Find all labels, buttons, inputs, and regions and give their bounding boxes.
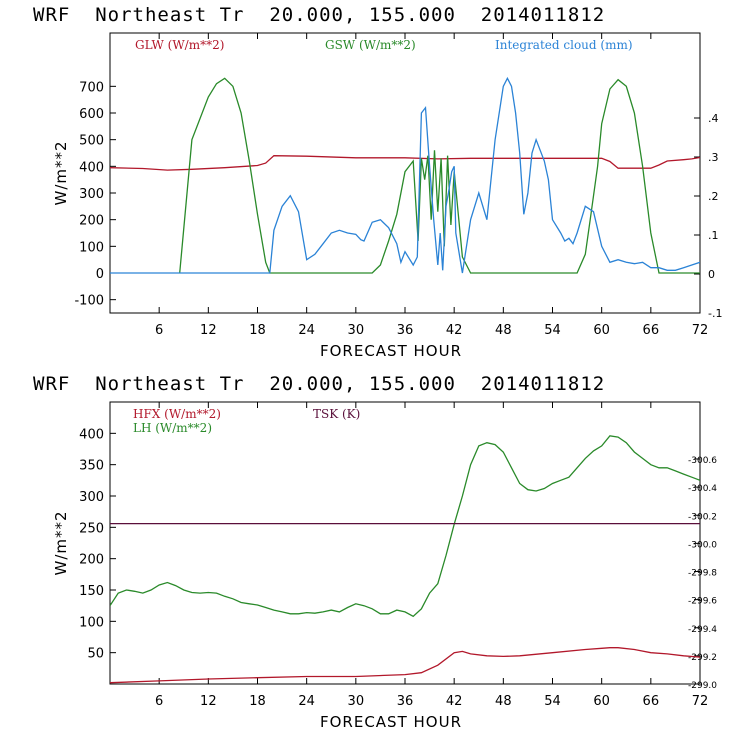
y2-tick-label: .2 (708, 190, 719, 203)
legend-entry: HFX (W/m**2) (133, 407, 221, 421)
y-tick-label: 100 (79, 615, 104, 630)
y2-tick-label: -300.0 (688, 540, 717, 550)
y-tick-label: 250 (79, 521, 104, 536)
legend-entry: TSK (K) (313, 407, 360, 421)
legend-entry: LH (W/m**2) (133, 421, 212, 435)
x-tick-label: 42 (446, 694, 463, 709)
x-tick-label: 66 (643, 323, 660, 338)
y2-tick-label: -299.6 (688, 597, 717, 607)
x-axis-title: FORECAST HOUR (320, 713, 462, 731)
x-tick-label: 48 (495, 694, 512, 709)
y-tick-label: 600 (79, 107, 104, 122)
legend-entry: GSW (W/m**2) (325, 38, 416, 52)
x-tick-label: 12 (200, 323, 217, 338)
y-tick-label: 150 (79, 584, 104, 599)
y-tick-label: 100 (79, 240, 104, 255)
y-tick-label: 50 (87, 647, 104, 662)
top-chart-title: WRF Northeast Tr 20.000, 155.000 2014011… (33, 4, 606, 26)
y2-tick-label: .1 (708, 229, 719, 242)
x-tick-label: 36 (397, 323, 414, 338)
x-tick-label: 18 (249, 323, 266, 338)
x-tick-label: 18 (249, 694, 266, 709)
x-tick-label: 36 (397, 694, 414, 709)
series-line-integrated (110, 76, 700, 274)
y2-tick-label: 0 (708, 268, 715, 281)
y-tick-label: -100 (74, 294, 104, 309)
y-tick-label: 400 (79, 427, 104, 442)
series-line-gsw (179, 77, 700, 274)
y2-tick-label: -299.8 (688, 569, 717, 579)
x-tick-label: 48 (495, 323, 512, 338)
y2-tick-label: -299.0 (688, 681, 717, 691)
x-tick-label: 30 (348, 323, 365, 338)
y-tick-label: 300 (79, 187, 104, 202)
x-tick-label: 6 (155, 323, 163, 338)
x-tick-label: 54 (544, 694, 561, 709)
x-tick-label: 12 (200, 694, 217, 709)
x-tick-label: 30 (348, 694, 365, 709)
x-axis-title: FORECAST HOUR (320, 342, 462, 360)
x-tick-label: 72 (692, 323, 709, 338)
y-axis-title: W/m**2 (52, 510, 70, 575)
y2-tick-label: -.1 (708, 307, 722, 320)
y2-tick-label: .3 (708, 151, 719, 164)
x-tick-label: 60 (593, 694, 610, 709)
y-tick-label: 200 (79, 553, 104, 568)
x-tick-label: 54 (544, 323, 561, 338)
y-tick-label: 350 (79, 459, 104, 474)
series-line-lh (110, 435, 700, 618)
y-tick-label: 200 (79, 214, 104, 229)
plot-frame-1 (109, 401, 701, 685)
x-tick-label: 66 (643, 694, 660, 709)
x-tick-label: 72 (692, 694, 709, 709)
y2-tick-label: -300.2 (688, 512, 717, 522)
x-tick-label: 6 (155, 694, 163, 709)
legend-entry: GLW (W/m**2) (135, 38, 224, 52)
series-line-glw (110, 155, 700, 171)
y2-tick-label: -300.4 (688, 484, 717, 494)
y-tick-label: 400 (79, 160, 104, 175)
y-tick-label: 700 (79, 80, 104, 95)
y-tick-label: 0 (96, 267, 104, 282)
x-tick-label: 42 (446, 323, 463, 338)
y2-tick-label: -300.6 (688, 456, 717, 466)
x-tick-label: 60 (593, 323, 610, 338)
y2-tick-label: .4 (708, 112, 719, 125)
bottom-chart-title: WRF Northeast Tr 20.000, 155.000 2014011… (33, 373, 606, 395)
x-tick-label: 24 (298, 323, 315, 338)
y2-tick-label: -299.2 (688, 653, 717, 663)
y-tick-label: 500 (79, 134, 104, 149)
series-line-hfx (110, 647, 700, 684)
x-tick-label: 24 (298, 694, 315, 709)
y-axis-title: W/m**2 (52, 140, 70, 205)
y2-tick-label: -299.4 (688, 625, 717, 635)
legend-entry: Integrated cloud (mm) (495, 38, 633, 52)
y-tick-label: 300 (79, 490, 104, 505)
